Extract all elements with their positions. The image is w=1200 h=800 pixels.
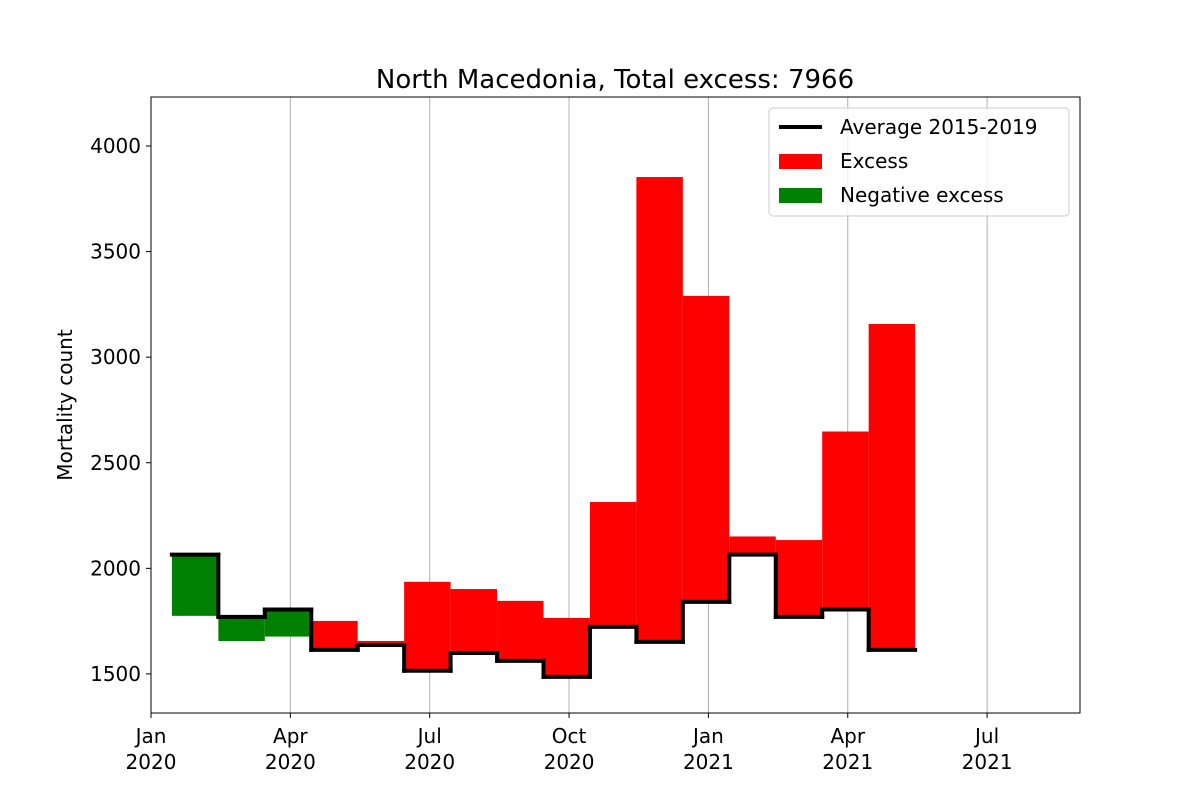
excess-bar bbox=[497, 600, 544, 661]
negative-excess-bar bbox=[218, 616, 265, 641]
legend-box bbox=[768, 107, 1070, 217]
y-tick-label: 3500 bbox=[90, 240, 141, 264]
legend-swatch bbox=[779, 154, 822, 169]
legend-label: Average 2015-2019 bbox=[840, 115, 1038, 139]
y-tick-label: 4000 bbox=[90, 134, 141, 158]
plot-frame bbox=[150, 96, 1081, 714]
legend-label: Excess bbox=[840, 149, 908, 173]
negative-excess-bar bbox=[171, 554, 219, 616]
legend-label: Negative excess bbox=[840, 183, 1004, 207]
x-tick-label: Jan 2021 bbox=[683, 724, 734, 774]
excess-bar bbox=[682, 295, 730, 602]
x-tick-label: Apr 2020 bbox=[265, 724, 316, 774]
excess-bar bbox=[868, 324, 916, 650]
y-tick-label: 3000 bbox=[90, 345, 141, 369]
excess-bar bbox=[775, 540, 823, 617]
excess-bar bbox=[822, 431, 869, 610]
excess-bar bbox=[589, 502, 637, 627]
x-tick-label: Oct 2020 bbox=[544, 724, 595, 774]
excess-bar bbox=[450, 589, 498, 654]
negative-excess-bar bbox=[264, 609, 312, 637]
x-tick-label: Jul 2021 bbox=[962, 724, 1013, 774]
excess-bar bbox=[357, 640, 405, 646]
excess-bar bbox=[404, 581, 451, 671]
excess-bar bbox=[636, 177, 683, 642]
y-tick-label: 2000 bbox=[90, 556, 141, 580]
excess-bar bbox=[729, 536, 776, 555]
x-tick-label: Jan 2020 bbox=[126, 724, 177, 774]
x-tick-label: Apr 2021 bbox=[822, 724, 873, 774]
x-tick-label: Jul 2020 bbox=[404, 724, 455, 774]
excess-bar bbox=[311, 620, 358, 650]
excess-bar bbox=[543, 617, 590, 677]
chart-title: North Macedonia, Total excess: 7966 bbox=[376, 65, 854, 95]
y-tick-label: 2500 bbox=[90, 451, 141, 475]
legend-swatch bbox=[779, 188, 822, 203]
y-axis-label: Mortality count bbox=[53, 329, 77, 481]
y-tick-label: 1500 bbox=[90, 662, 141, 686]
